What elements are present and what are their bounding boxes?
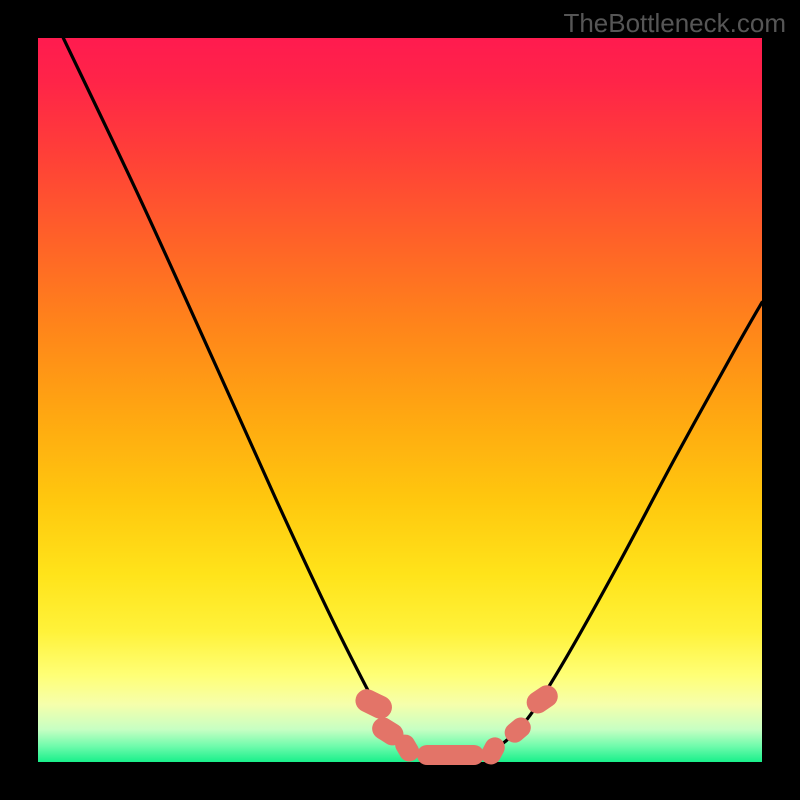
curve-markers: [38, 38, 762, 762]
curve-marker: [477, 734, 508, 768]
watermark-text: TheBottleneck.com: [563, 8, 786, 39]
canvas: TheBottleneck.com: [0, 0, 800, 800]
curve-marker: [522, 681, 562, 718]
curve-marker: [417, 745, 484, 765]
plot-area: [38, 38, 762, 762]
curve-marker: [501, 713, 535, 746]
curve-marker: [351, 685, 395, 722]
